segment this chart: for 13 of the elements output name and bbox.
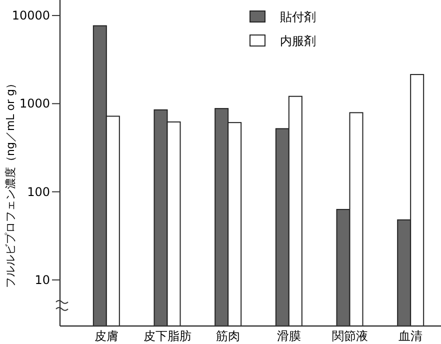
x-tick-label: 血清 bbox=[398, 329, 423, 343]
x-tick-label: 筋肉 bbox=[216, 329, 240, 343]
y-tick-label: 100 bbox=[27, 184, 50, 199]
y-tick-label: 1000 bbox=[19, 96, 50, 111]
legend-label: 内服剤 bbox=[280, 34, 316, 48]
y-axis-title: フルルビプロフェン濃度（ng／mL or g） bbox=[4, 78, 17, 288]
x-tick-label: 関節液 bbox=[332, 329, 368, 343]
legend-label: 貼付剤 bbox=[280, 10, 316, 24]
x-tick-label: 皮膚 bbox=[94, 329, 118, 343]
x-tick-label: 皮下脂肪 bbox=[143, 329, 192, 343]
x-tick-label: 滑膜 bbox=[276, 329, 301, 343]
y-tick-label: 10 bbox=[34, 272, 50, 287]
y-tick-label: 10000 bbox=[12, 8, 50, 23]
